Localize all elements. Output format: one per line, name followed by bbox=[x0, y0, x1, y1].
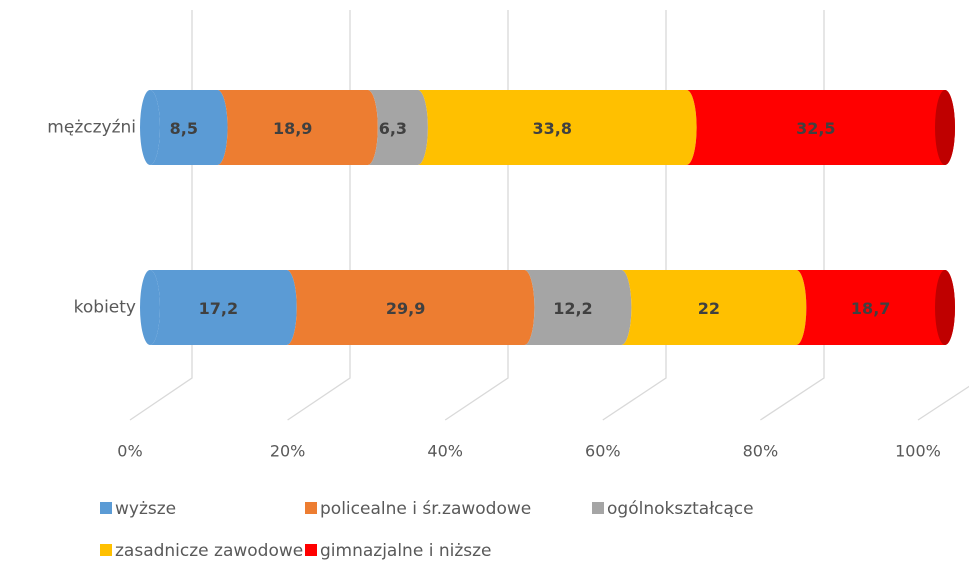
bar bbox=[217, 90, 378, 165]
legend-swatch bbox=[592, 502, 604, 514]
bar bbox=[417, 90, 697, 165]
value-label: 32,5 bbox=[796, 119, 835, 138]
value-label: 33,8 bbox=[533, 119, 572, 138]
grid-line bbox=[129, 10, 193, 421]
bar-end bbox=[935, 90, 955, 165]
grid-line bbox=[287, 10, 351, 421]
category-label: kobiety bbox=[74, 298, 136, 318]
category-label: mężczyźni bbox=[47, 118, 136, 138]
value-label: 17,2 bbox=[199, 299, 238, 318]
bar-end bbox=[935, 270, 955, 345]
value-label: 18,7 bbox=[851, 299, 890, 318]
bar bbox=[286, 270, 535, 345]
legend-label: policealne i śr.zawodowe bbox=[320, 499, 531, 519]
bar bbox=[150, 270, 297, 345]
x-tick-label: 60% bbox=[585, 442, 621, 461]
legend-swatch bbox=[100, 502, 112, 514]
legend-label: ogólnokształcące bbox=[607, 499, 754, 519]
bar bbox=[524, 270, 632, 345]
grid-line bbox=[602, 10, 667, 421]
bar bbox=[686, 90, 955, 165]
bar-cap bbox=[140, 270, 160, 345]
bar-cap bbox=[140, 90, 160, 165]
value-label: 12,2 bbox=[553, 299, 592, 318]
legend-swatch bbox=[100, 544, 112, 556]
x-tick-label: 0% bbox=[117, 442, 142, 461]
legend-swatch bbox=[305, 502, 317, 514]
value-label: 29,9 bbox=[386, 299, 425, 318]
bar bbox=[367, 90, 428, 165]
grid-line bbox=[760, 10, 825, 421]
legend-swatch bbox=[305, 544, 317, 556]
legend-label: wyższe bbox=[115, 499, 176, 519]
grid-line bbox=[444, 10, 509, 421]
x-tick-label: 40% bbox=[427, 442, 463, 461]
x-tick-label: 20% bbox=[270, 442, 306, 461]
bar bbox=[796, 270, 955, 345]
x-tick-label: 80% bbox=[743, 442, 779, 461]
grid-line bbox=[917, 385, 969, 421]
value-label: 6,3 bbox=[379, 119, 407, 138]
x-tick-label: 100% bbox=[895, 442, 941, 461]
legend-label: zasadnicze zawodowe bbox=[115, 541, 303, 561]
value-label: 18,9 bbox=[273, 119, 312, 138]
value-label: 22 bbox=[698, 299, 720, 318]
bar bbox=[621, 270, 807, 345]
bar bbox=[150, 90, 228, 165]
value-label: 8,5 bbox=[170, 119, 198, 138]
legend-label: gimnazjalne i niższe bbox=[320, 541, 491, 561]
